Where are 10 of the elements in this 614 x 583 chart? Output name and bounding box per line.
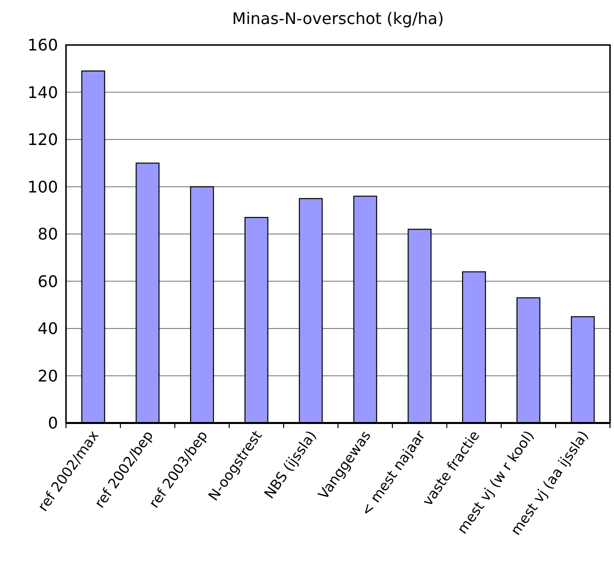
y-tick-label: 160 <box>27 36 58 55</box>
y-tick-label: 0 <box>48 414 58 433</box>
y-tick-label: 120 <box>27 130 58 150</box>
y-tick-label: 40 <box>38 319 58 338</box>
y-tick-label: 140 <box>27 82 58 102</box>
y-tick-label: 80 <box>38 224 58 244</box>
chart-title: Minas-N-overschot (kg/ha) <box>232 9 444 28</box>
y-tick-label: 60 <box>38 272 58 291</box>
y-tick-label: 100 <box>27 177 58 196</box>
y-tick-label: 20 <box>38 366 58 386</box>
